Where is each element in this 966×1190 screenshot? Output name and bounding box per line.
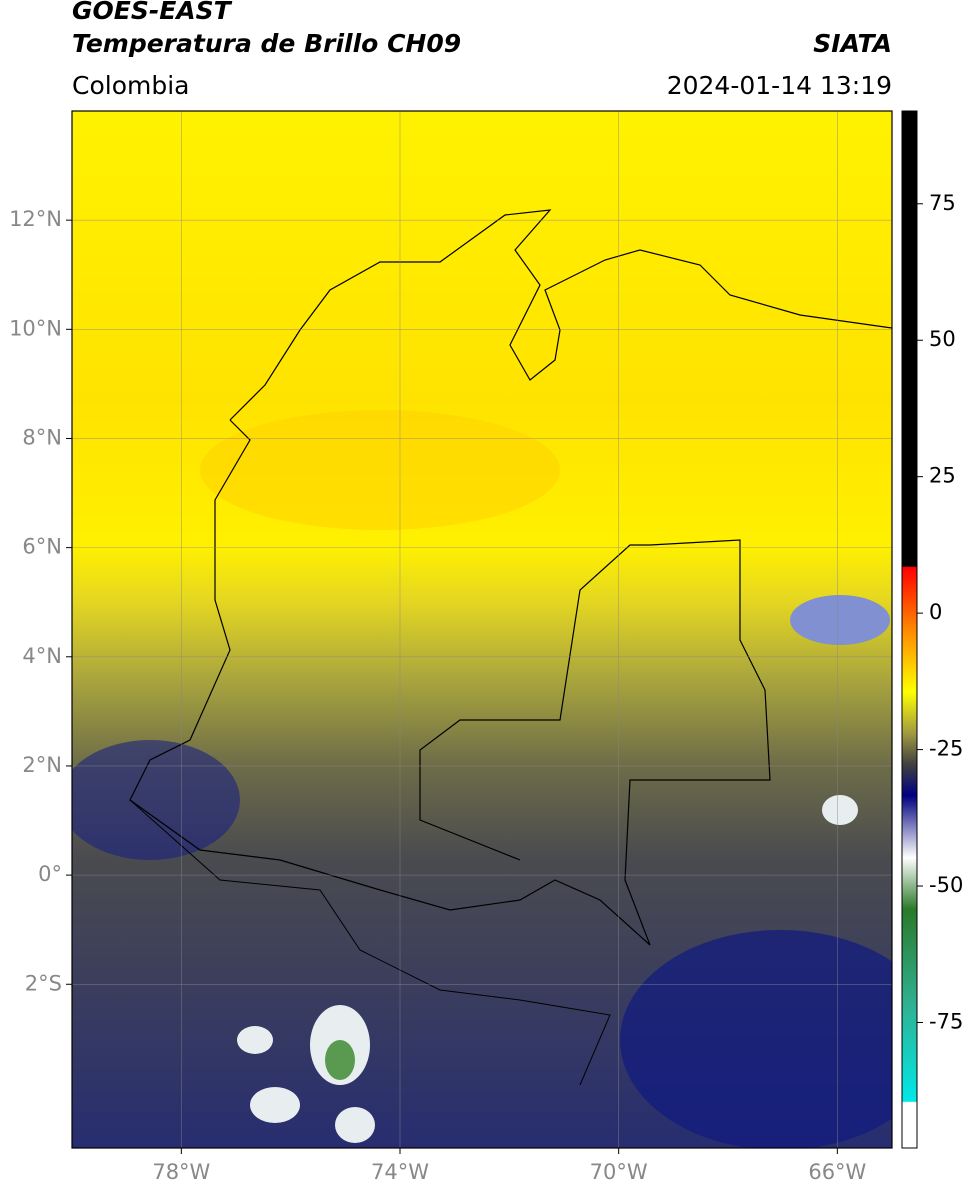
region: Colombia <box>72 71 189 100</box>
map-image <box>72 111 892 1148</box>
colorbar-tick-label: 50 <box>929 327 956 351</box>
colorbar <box>901 110 918 1149</box>
cloud <box>822 795 858 825</box>
x-tick-label: 70°W <box>590 1160 648 1184</box>
colorbar-tick-label: 25 <box>929 464 956 488</box>
y-tick-label: 2°S <box>25 971 62 995</box>
x-tick-label: 74°W <box>371 1160 429 1184</box>
coastline <box>229 209 892 421</box>
y-tick-label: 2°N <box>22 753 62 777</box>
source: SIATA <box>813 29 892 58</box>
subtitle: Temperatura de Brillo CH09 <box>72 29 461 58</box>
cloud <box>250 1087 300 1123</box>
warm-area <box>200 410 560 530</box>
cloud-core <box>325 1040 355 1080</box>
x-tick-label: 78°W <box>152 1160 210 1184</box>
title: GOES-EAST <box>72 0 233 25</box>
cloud <box>790 595 890 645</box>
y-tick-label: 6°N <box>22 535 62 559</box>
colorbar-tick-label: 0 <box>929 600 942 624</box>
colorbar-tick-label: -25 <box>929 737 963 761</box>
colorbar-tick-label: -75 <box>929 1009 963 1033</box>
cloud <box>237 1026 273 1054</box>
cold-area <box>72 740 240 860</box>
border <box>129 419 771 946</box>
y-tick-label: 0° <box>38 862 62 886</box>
graticule <box>72 111 892 1148</box>
map-frame <box>71 110 893 1149</box>
colorbar-tick-label: 75 <box>929 191 956 215</box>
y-tick-label: 10°N <box>9 316 62 340</box>
y-tick-label: 12°N <box>9 207 62 231</box>
y-tick-label: 8°N <box>22 425 62 449</box>
x-tick-label: 66°W <box>808 1160 866 1184</box>
colorbar-tick-label: -50 <box>929 873 963 897</box>
datetime: 2024-01-14 13:19 <box>667 71 892 100</box>
cloud <box>335 1107 375 1143</box>
y-tick-label: 4°N <box>22 644 62 668</box>
